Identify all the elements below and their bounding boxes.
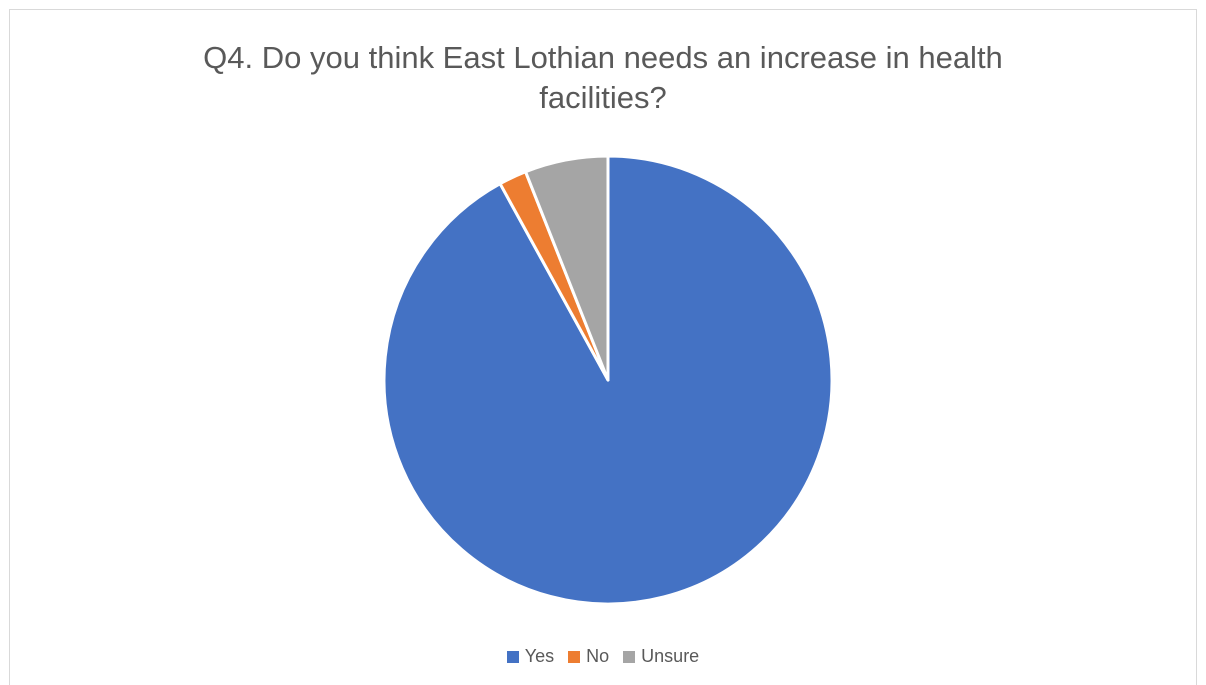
legend-label-no: No (586, 646, 610, 666)
chart-title: Q4. Do you think East Lothian needs an i… (0, 38, 1206, 118)
chart-title-line-2: facilities? (539, 80, 667, 115)
legend-item-no[interactable]: No (568, 646, 609, 667)
chart-frame (9, 9, 1197, 685)
legend-swatch-no (568, 650, 581, 663)
legend-item-yes[interactable]: Yes (506, 646, 555, 667)
legend-label-yes: Yes (524, 646, 555, 666)
legend-label-unsure: Unsure (641, 646, 700, 666)
legend-swatch-yes (506, 650, 519, 663)
pie-slice-unsure[interactable] (524, 154, 610, 382)
chart-title-line-1: Q4. Do you think East Lothian needs an i… (203, 40, 1003, 75)
legend-item-unsure[interactable]: Unsure (623, 646, 699, 667)
legend: Yes No Unsure (0, 646, 1206, 667)
legend-swatch-unsure (623, 650, 636, 663)
